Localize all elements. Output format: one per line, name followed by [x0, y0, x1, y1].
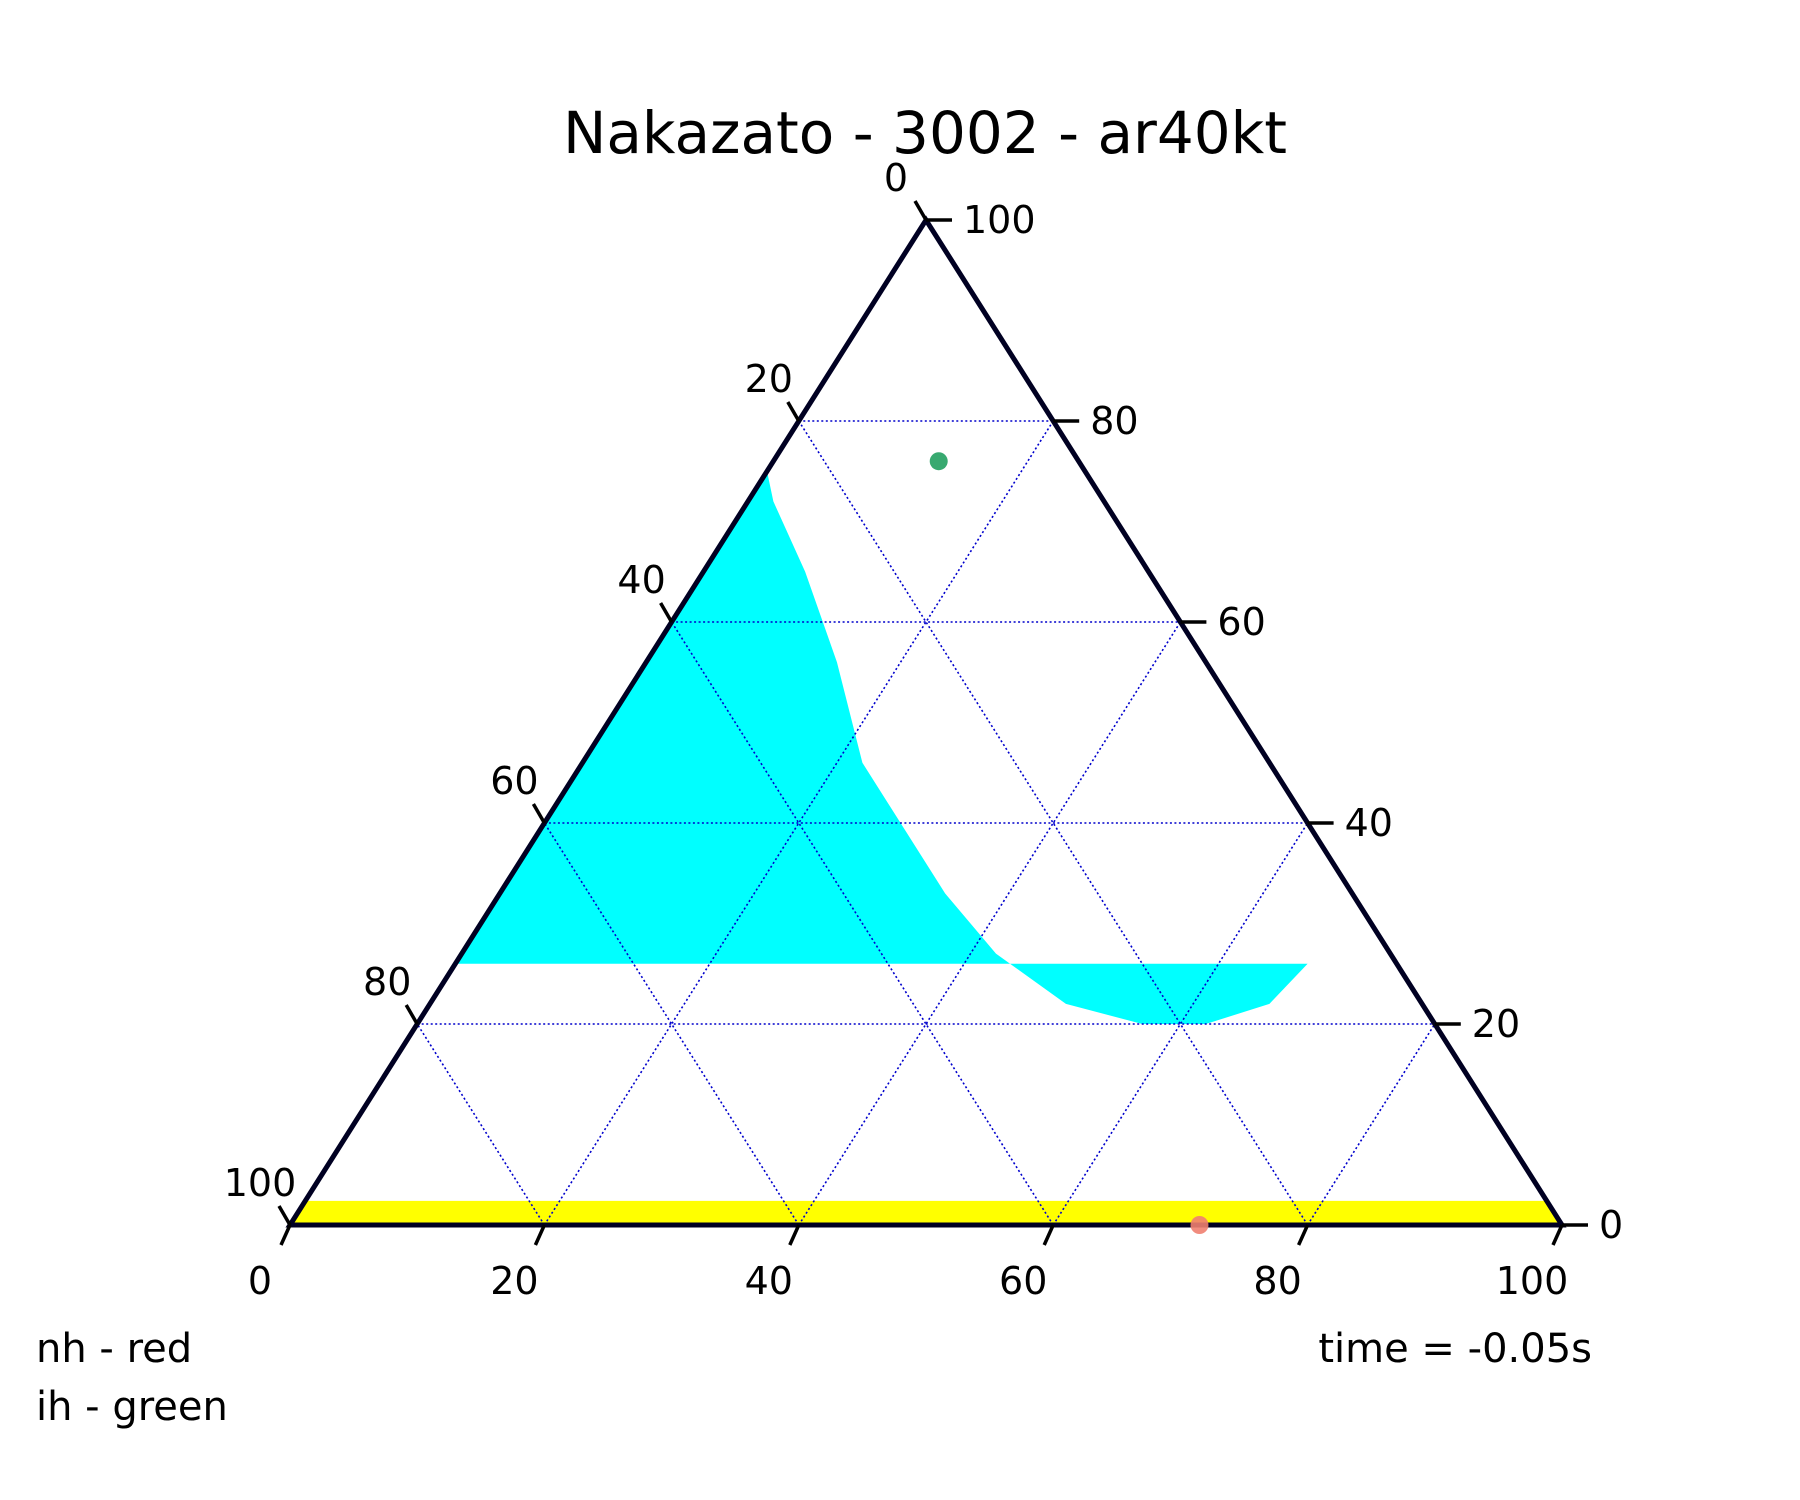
tick-label-right-60: 60 — [1217, 600, 1265, 644]
tick-left-20 — [786, 401, 801, 422]
tick-left-0 — [913, 200, 928, 221]
point-layer — [929, 452, 1209, 1234]
tick-label-left-60: 60 — [490, 759, 538, 803]
tick-label-left-40: 40 — [617, 558, 665, 602]
tick-label-bottom-20: 20 — [490, 1259, 538, 1303]
tick-left-80 — [404, 1004, 419, 1025]
triangle-outline — [285, 215, 1567, 1228]
grid-line-b-60 — [1052, 822, 1309, 1226]
region-layer — [290, 220, 1562, 1225]
tick-label-left-20: 20 — [745, 357, 793, 401]
legend-ih: ih - green — [36, 1384, 228, 1430]
tick-bottom-60 — [1042, 1224, 1055, 1246]
tick-bottom-40 — [788, 1224, 801, 1246]
tick-label-bottom-60: 60 — [999, 1259, 1047, 1303]
tick-label-left-100: 100 — [224, 1161, 297, 1205]
tick-bottom-20 — [533, 1224, 546, 1246]
tick-label-right-100: 100 — [963, 198, 1036, 242]
grid-line-s-20 — [416, 1023, 546, 1226]
grid-line-s-60 — [670, 621, 1054, 1226]
tick-label-bottom-100: 100 — [1496, 1259, 1569, 1303]
tick-label-bottom-0: 0 — [248, 1259, 272, 1303]
point-nh — [1190, 1216, 1209, 1234]
tick-label-right-20: 20 — [1472, 1002, 1520, 1046]
tick-label-bottom-40: 40 — [745, 1259, 793, 1303]
tick-bottom-80 — [1297, 1224, 1310, 1246]
point-ih — [929, 452, 948, 471]
yellow-region — [290, 1200, 1562, 1225]
tick-left-100 — [277, 1205, 292, 1226]
tick-label-bottom-80: 80 — [1253, 1259, 1301, 1303]
tick-bottom-0 — [279, 1224, 292, 1246]
time-label: time = -0.05s — [1318, 1326, 1592, 1372]
grid-layer — [416, 420, 1436, 1226]
legend-nh: nh - red — [36, 1326, 192, 1372]
tick-label-right-40: 40 — [1345, 801, 1393, 845]
tick-label-right-0: 0 — [1599, 1203, 1623, 1247]
grid-line-b-20 — [543, 420, 1054, 1226]
tick-left-60 — [531, 803, 546, 824]
grid-line-b-80 — [1306, 1023, 1436, 1226]
tick-label-right-80: 80 — [1090, 399, 1138, 443]
tick-label-left-80: 80 — [363, 960, 411, 1004]
triangle-frame — [285, 215, 1567, 1228]
tick-left-40 — [659, 602, 674, 623]
grid-line-s-80 — [798, 420, 1309, 1226]
grid-line-s-40 — [543, 822, 800, 1226]
grid-line-b-40 — [798, 621, 1182, 1226]
chart-title: Nakazato - 3002 - ar40kt — [563, 99, 1287, 167]
tick-layer: 0 20 40 60 80 100 0 20 40 60 80 100 100 80 60 40 20 0 — [224, 156, 1623, 1303]
tick-bottom-100 — [1551, 1224, 1564, 1246]
cyan-region — [455, 220, 1308, 1024]
tick-label-left-0: 0 — [884, 156, 908, 200]
